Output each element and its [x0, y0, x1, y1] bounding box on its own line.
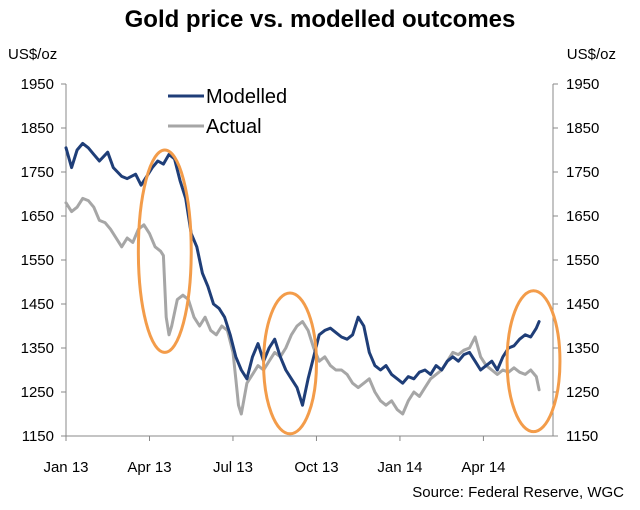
x-tick-label: Apr 13: [127, 459, 171, 476]
left-axis-unit: US$/oz: [8, 46, 58, 63]
y-tick-label-left: 1750: [21, 164, 54, 181]
y-tick-label-right: 1750: [566, 164, 599, 181]
x-tick-label: Jan 14: [377, 459, 422, 476]
y-tick-label-right: 1150: [566, 428, 598, 445]
y-tick-label-right: 1850: [566, 120, 599, 137]
x-tick-label: Jan 13: [43, 459, 88, 476]
chart-title: Gold price vs. modelled outcomes: [124, 6, 516, 33]
y-tick-label-left: 1150: [22, 428, 54, 445]
y-tick-label-right: 1250: [566, 384, 599, 401]
legend-label-modelled: Modelled: [206, 86, 287, 108]
right-axis-unit: US$/oz: [566, 46, 616, 63]
y-tick-label-left: 1650: [21, 208, 54, 225]
y-tick-label-left: 1850: [21, 120, 54, 137]
y-tick-label-left: 1550: [21, 252, 54, 269]
x-tick-label: Oct 13: [294, 459, 338, 476]
highlight-ellipse-1: [136, 148, 193, 354]
y-tick-label-left: 1950: [21, 76, 54, 93]
source-note: Source: Federal Reserve, WGC: [412, 484, 624, 501]
x-tick-label: Jul 13: [213, 459, 253, 476]
series-line-modelled: [64, 141, 541, 407]
x-tick-label: Apr 14: [461, 459, 505, 476]
legend-label-actual: Actual: [206, 116, 262, 138]
y-tick-label-right: 1650: [566, 208, 599, 225]
y-tick-label-left: 1450: [21, 296, 54, 313]
y-tick-label-right: 1450: [566, 296, 599, 313]
highlight-ellipse-2: [262, 291, 318, 436]
y-tick-label-right: 1950: [566, 76, 599, 93]
y-tick-label-left: 1250: [21, 384, 54, 401]
series-line-actual: [64, 196, 541, 416]
highlight-ellipse-3: [505, 289, 562, 434]
y-tick-label-left: 1350: [21, 340, 54, 357]
y-tick-label-right: 1550: [566, 252, 599, 269]
y-tick-label-right: 1350: [566, 340, 599, 357]
